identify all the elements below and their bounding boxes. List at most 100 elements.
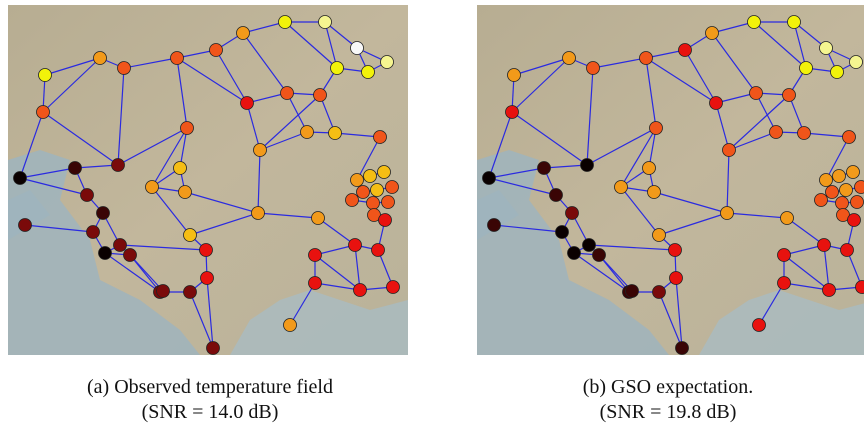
caption-snr: (SNR = 19.8 dB) [458, 400, 864, 425]
graph-node [19, 219, 32, 232]
graph-node [488, 219, 501, 232]
graph-node [349, 239, 362, 252]
graph-node [670, 272, 683, 285]
graph-node [314, 89, 327, 102]
graph-node [508, 69, 521, 82]
maps [0, 0, 864, 360]
graph-node [252, 207, 265, 220]
graph-node [848, 214, 861, 227]
graph-node [833, 170, 846, 183]
graph-node [146, 181, 159, 194]
graph-node [851, 196, 864, 209]
caption-b: (b) GSO expectation. (SNR = 19.8 dB) [458, 375, 864, 425]
graph-node [351, 42, 364, 55]
graph-node [650, 122, 663, 135]
graph-node [783, 89, 796, 102]
graph-node [818, 239, 831, 252]
graph-node [679, 44, 692, 57]
graph-node [157, 285, 170, 298]
graph-node [371, 184, 384, 197]
graph-node [815, 194, 828, 207]
graph-node [331, 62, 344, 75]
graph-node [281, 87, 294, 100]
graph-node [820, 42, 833, 55]
graph-node [364, 170, 377, 183]
caption-title: (a) Observed temperature field [0, 375, 420, 400]
graph-node [710, 97, 723, 110]
graph-node [378, 166, 391, 179]
graph-node [346, 194, 359, 207]
graph-node [184, 229, 197, 242]
graph-node [583, 239, 596, 252]
graph-node [648, 186, 661, 199]
graph-node [254, 144, 267, 157]
graph-node [568, 247, 581, 260]
graph-node [382, 196, 395, 209]
graph-node [174, 162, 187, 175]
graph-node [309, 249, 322, 262]
graph-node [721, 207, 734, 220]
graph-node [836, 197, 849, 210]
graph-node [351, 174, 364, 187]
graph-node [184, 286, 197, 299]
graph-node [626, 285, 639, 298]
graph-node [329, 127, 342, 140]
graph-node [653, 229, 666, 242]
graph-node [210, 44, 223, 57]
graph-node [81, 189, 94, 202]
graph-node [357, 186, 370, 199]
graph-node [788, 16, 801, 29]
graph-node [778, 277, 791, 290]
graph-node [379, 214, 392, 227]
graph-node [354, 284, 367, 297]
graph-node [279, 16, 292, 29]
graph-node [94, 52, 107, 65]
graph-node [69, 162, 82, 175]
graph-node [778, 249, 791, 262]
graph-node [374, 131, 387, 144]
graph-node [114, 239, 127, 252]
graph-node [367, 197, 380, 210]
graph-node [538, 162, 551, 175]
graph-node [781, 212, 794, 225]
graph-node [847, 166, 860, 179]
caption-title: (b) GSO expectation. [458, 375, 864, 400]
graph-node [593, 249, 606, 262]
graph-node [506, 106, 519, 119]
graph-node [301, 126, 314, 139]
graph-node [372, 244, 385, 257]
graph-node [820, 174, 833, 187]
graph-node [669, 244, 682, 257]
graph-node [563, 52, 576, 65]
graph-node [750, 87, 763, 100]
graph-node [179, 186, 192, 199]
graph-node [483, 172, 496, 185]
graph-node [312, 212, 325, 225]
caption-a: (a) Observed temperature field (SNR = 14… [0, 375, 420, 425]
graph-node [556, 226, 569, 239]
graph-node [823, 284, 836, 297]
graph-node [386, 181, 399, 194]
graph-node [550, 189, 563, 202]
graph-node [14, 172, 27, 185]
graph-node [676, 342, 689, 355]
panel-b [477, 5, 864, 355]
graph-node [615, 181, 628, 194]
graph-node [581, 159, 594, 172]
graph-node [362, 66, 375, 79]
graph-node [643, 162, 656, 175]
panel-a [8, 5, 408, 355]
caption-snr: (SNR = 14.0 dB) [0, 400, 420, 425]
graph-node [37, 106, 50, 119]
graph-node [237, 27, 250, 40]
graph-node [181, 122, 194, 135]
graph-node [770, 126, 783, 139]
graph-node [587, 62, 600, 75]
graph-node [112, 159, 125, 172]
graph-node [748, 16, 761, 29]
graph-node [99, 247, 112, 260]
graph-node [640, 52, 653, 65]
graph-node [653, 286, 666, 299]
graph-node [753, 319, 766, 332]
graph-node [171, 52, 184, 65]
